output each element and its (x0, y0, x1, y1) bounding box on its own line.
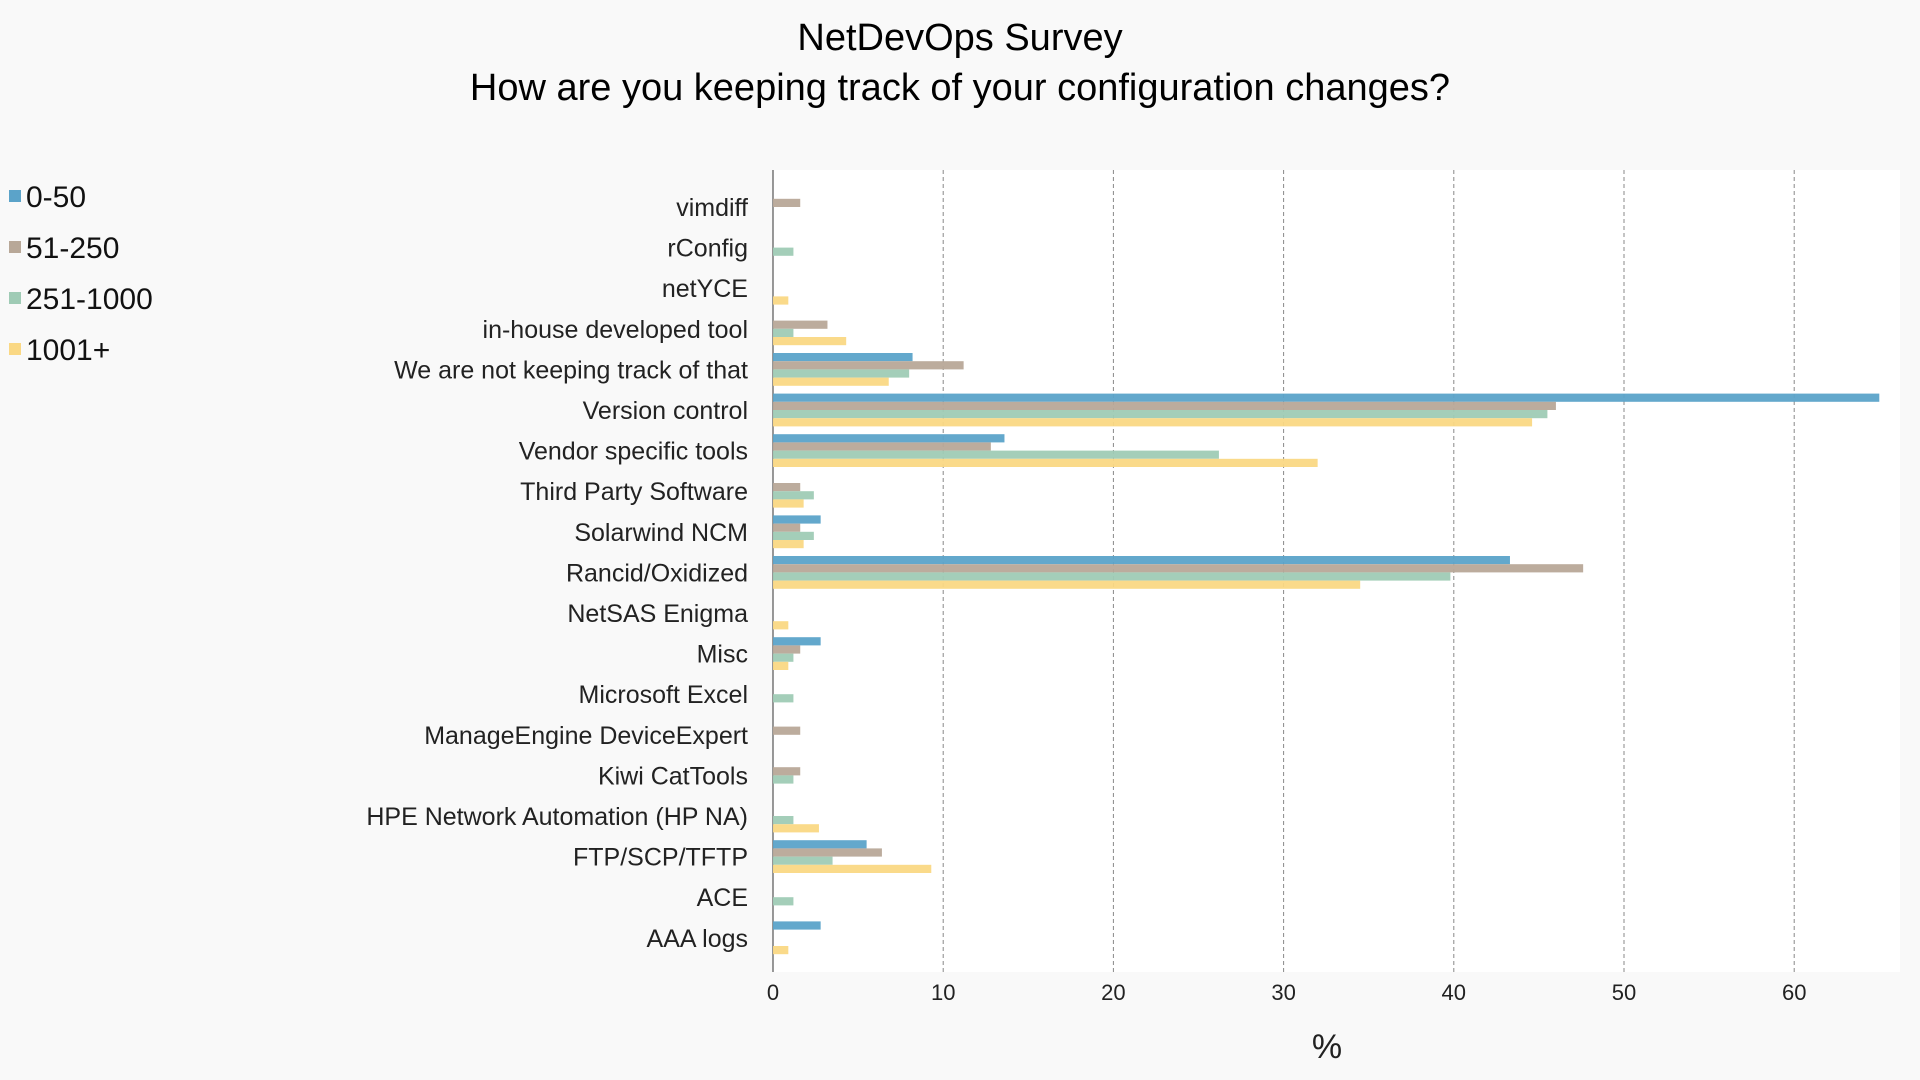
category-label: ACE (697, 884, 748, 912)
category-label: NetSAS Enigma (567, 600, 748, 628)
bar-1001+-misc (773, 661, 789, 670)
legend-swatch (9, 292, 21, 304)
legend-swatch (9, 241, 21, 253)
bar-1001+-vendor-specific-tools (773, 458, 1318, 467)
x-axis-title: % (1312, 1028, 1342, 1066)
bar-51-250-third-party-software (773, 483, 801, 492)
x-tick-label: 20 (1101, 980, 1125, 1005)
category-label: We are not keeping track of that (394, 356, 748, 384)
bar-251-1000-third-party-software (773, 491, 814, 500)
bar-1001+-netsas-enigma (773, 621, 789, 630)
bar-0-50-rancid-oxidized (773, 556, 1510, 565)
bar-51-250-vimdiff (773, 198, 801, 207)
bar-1001+-hpe-network-automation-hp-na- (773, 824, 819, 833)
bar-51-250-version-control (773, 401, 1556, 410)
x-tick-labels: 0 10 20 30 40 50 60 (767, 980, 1807, 1005)
bar-1001+-aaa-logs (773, 946, 789, 955)
bar-51-250-rancid-oxidized (773, 564, 1584, 573)
bar-1001+-ftp-scp-tftp (773, 864, 932, 873)
category-label: Version control (583, 397, 748, 425)
bar-0-50-ftp-scp-tftp (773, 840, 867, 849)
category-label: Third Party Software (520, 478, 748, 506)
bar-251-1000-version-control (773, 410, 1548, 419)
bar-1001+-netyce (773, 296, 789, 305)
x-tick-label: 0 (767, 980, 779, 1005)
bars-group (773, 198, 1880, 955)
category-label: vimdiff (676, 194, 748, 222)
bar-1001+-we-are-not-keeping-track-of-that (773, 377, 889, 386)
bar-251-1000-ace (773, 897, 794, 906)
category-label: netYCE (662, 275, 748, 303)
bar-0-50-solarwind-ncm (773, 515, 821, 524)
category-label: Microsoft Excel (579, 681, 748, 709)
bar-1001+-in-house-developed-tool (773, 337, 847, 346)
bar-0-50-misc (773, 637, 821, 646)
bar-0-50-version-control (773, 393, 1880, 402)
bar-51-250-kiwi-cattools (773, 767, 801, 776)
category-label: rConfig (667, 235, 748, 263)
chart-subtitle: How are you keeping track of your config… (470, 67, 1450, 109)
x-tick-label: 40 (1442, 980, 1466, 1005)
x-tick-label: 30 (1271, 980, 1295, 1005)
category-label: Kiwi CatTools (598, 762, 748, 790)
bar-1001+-solarwind-ncm (773, 540, 804, 549)
bar-1001+-version-control (773, 418, 1533, 427)
category-label: ManageEngine DeviceExpert (424, 722, 748, 750)
legend-label: 0-50 (26, 181, 86, 214)
bar-1001+-rancid-oxidized (773, 580, 1361, 589)
category-labels: vimdiff rConfig netYCE in-house developed t… (366, 194, 748, 953)
bar-0-50-aaa-logs (773, 921, 821, 930)
x-tick-label: 50 (1612, 980, 1636, 1005)
legend-label: 51-250 (26, 232, 119, 265)
x-tick-label: 10 (931, 980, 955, 1005)
x-tick-label: 60 (1782, 980, 1806, 1005)
category-label: in-house developed tool (483, 316, 748, 344)
bar-0-50-we-are-not-keeping-track-of-that (773, 353, 913, 362)
bar-51-250-ftp-scp-tftp (773, 848, 882, 857)
bar-251-1000-ftp-scp-tftp (773, 856, 833, 865)
bar-251-1000-we-are-not-keeping-track-of-that (773, 369, 910, 378)
bar-251-1000-solarwind-ncm (773, 531, 814, 540)
bar-251-1000-hpe-network-automation-hp-na- (773, 816, 794, 825)
category-label: Rancid/Oxidized (566, 559, 748, 587)
bar-251-1000-rancid-oxidized (773, 572, 1451, 581)
category-label: Misc (697, 641, 748, 669)
bar-0-50-vendor-specific-tools (773, 434, 1005, 443)
legend-label: 1001+ (26, 334, 110, 367)
bar-51-250-misc (773, 645, 801, 654)
category-label: Solarwind NCM (574, 519, 748, 547)
legend: 0-50 51-250 251-1000 1001+ (9, 181, 153, 367)
legend-swatch (9, 343, 21, 355)
bar-251-1000-rconfig (773, 247, 794, 256)
bar-51-250-we-are-not-keeping-track-of-that (773, 361, 964, 370)
category-label: AAA logs (647, 925, 748, 953)
category-label: Vendor specific tools (519, 438, 748, 466)
legend-label: 251-1000 (26, 283, 153, 316)
bar-251-1000-kiwi-cattools (773, 775, 794, 784)
legend-swatch (9, 190, 21, 202)
bar-251-1000-in-house-developed-tool (773, 328, 794, 337)
bar-51-250-manageengine-deviceexpert (773, 726, 801, 735)
bar-51-250-in-house-developed-tool (773, 320, 828, 329)
chart-title: NetDevOps Survey (797, 17, 1122, 59)
bar-1001+-third-party-software (773, 499, 804, 508)
bar-251-1000-vendor-specific-tools (773, 450, 1219, 459)
bar-51-250-vendor-specific-tools (773, 442, 991, 451)
bar-251-1000-microsoft-excel (773, 694, 794, 703)
category-label: FTP/SCP/TFTP (573, 844, 748, 872)
bar-51-250-solarwind-ncm (773, 523, 801, 532)
category-label: HPE Network Automation (HP NA) (366, 803, 748, 831)
bar-251-1000-misc (773, 653, 794, 662)
